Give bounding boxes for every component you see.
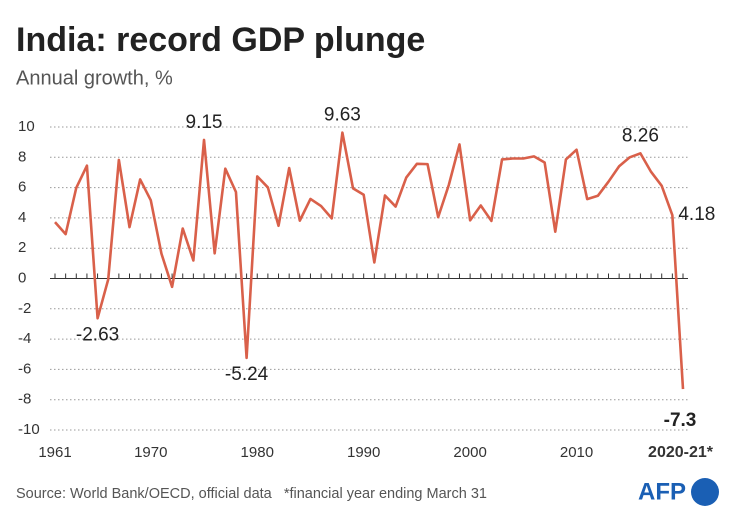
x-tick-label: 2010 [560, 444, 593, 461]
x-tick-label: 1990 [347, 444, 380, 461]
data-label: 8.26 [622, 125, 659, 146]
y-tick-label: 0 [18, 269, 26, 286]
y-tick-label: -6 [18, 360, 31, 377]
data-label: -5.24 [225, 364, 269, 385]
y-tick-label: 10 [18, 118, 35, 135]
y-tick-label: -10 [18, 421, 40, 438]
source: Source: World Bank/OECD, official data *… [16, 486, 487, 502]
x-tick-label: 1961 [38, 444, 71, 461]
y-tick-label: -8 [18, 391, 31, 408]
y-tick-label: 8 [18, 148, 26, 165]
y-tick-label: 2 [18, 239, 26, 256]
x-tick-label: 2020-21* [648, 444, 714, 461]
y-tick-label: -4 [18, 330, 31, 347]
y-tick-label: -2 [18, 300, 31, 317]
data-label: -2.63 [76, 324, 119, 345]
series-line [54, 131, 685, 390]
logo-dot [691, 478, 719, 506]
logo: AFP [638, 478, 686, 505]
data-label: 9.63 [324, 105, 361, 126]
data-label: 4.18 [678, 204, 715, 225]
x-tick-label: 1980 [241, 444, 274, 461]
x-tick-label: 1970 [134, 444, 167, 461]
y-tick-label: 4 [18, 209, 26, 226]
data-label: -7.3 [664, 410, 697, 431]
chart-title: India: record GDP plunge [16, 21, 425, 59]
data-label: 9.15 [186, 112, 223, 133]
chart-subtitle: Annual growth, % [16, 67, 173, 89]
x-tick-label: 2000 [453, 444, 486, 461]
y-tick-label: 6 [18, 179, 26, 196]
